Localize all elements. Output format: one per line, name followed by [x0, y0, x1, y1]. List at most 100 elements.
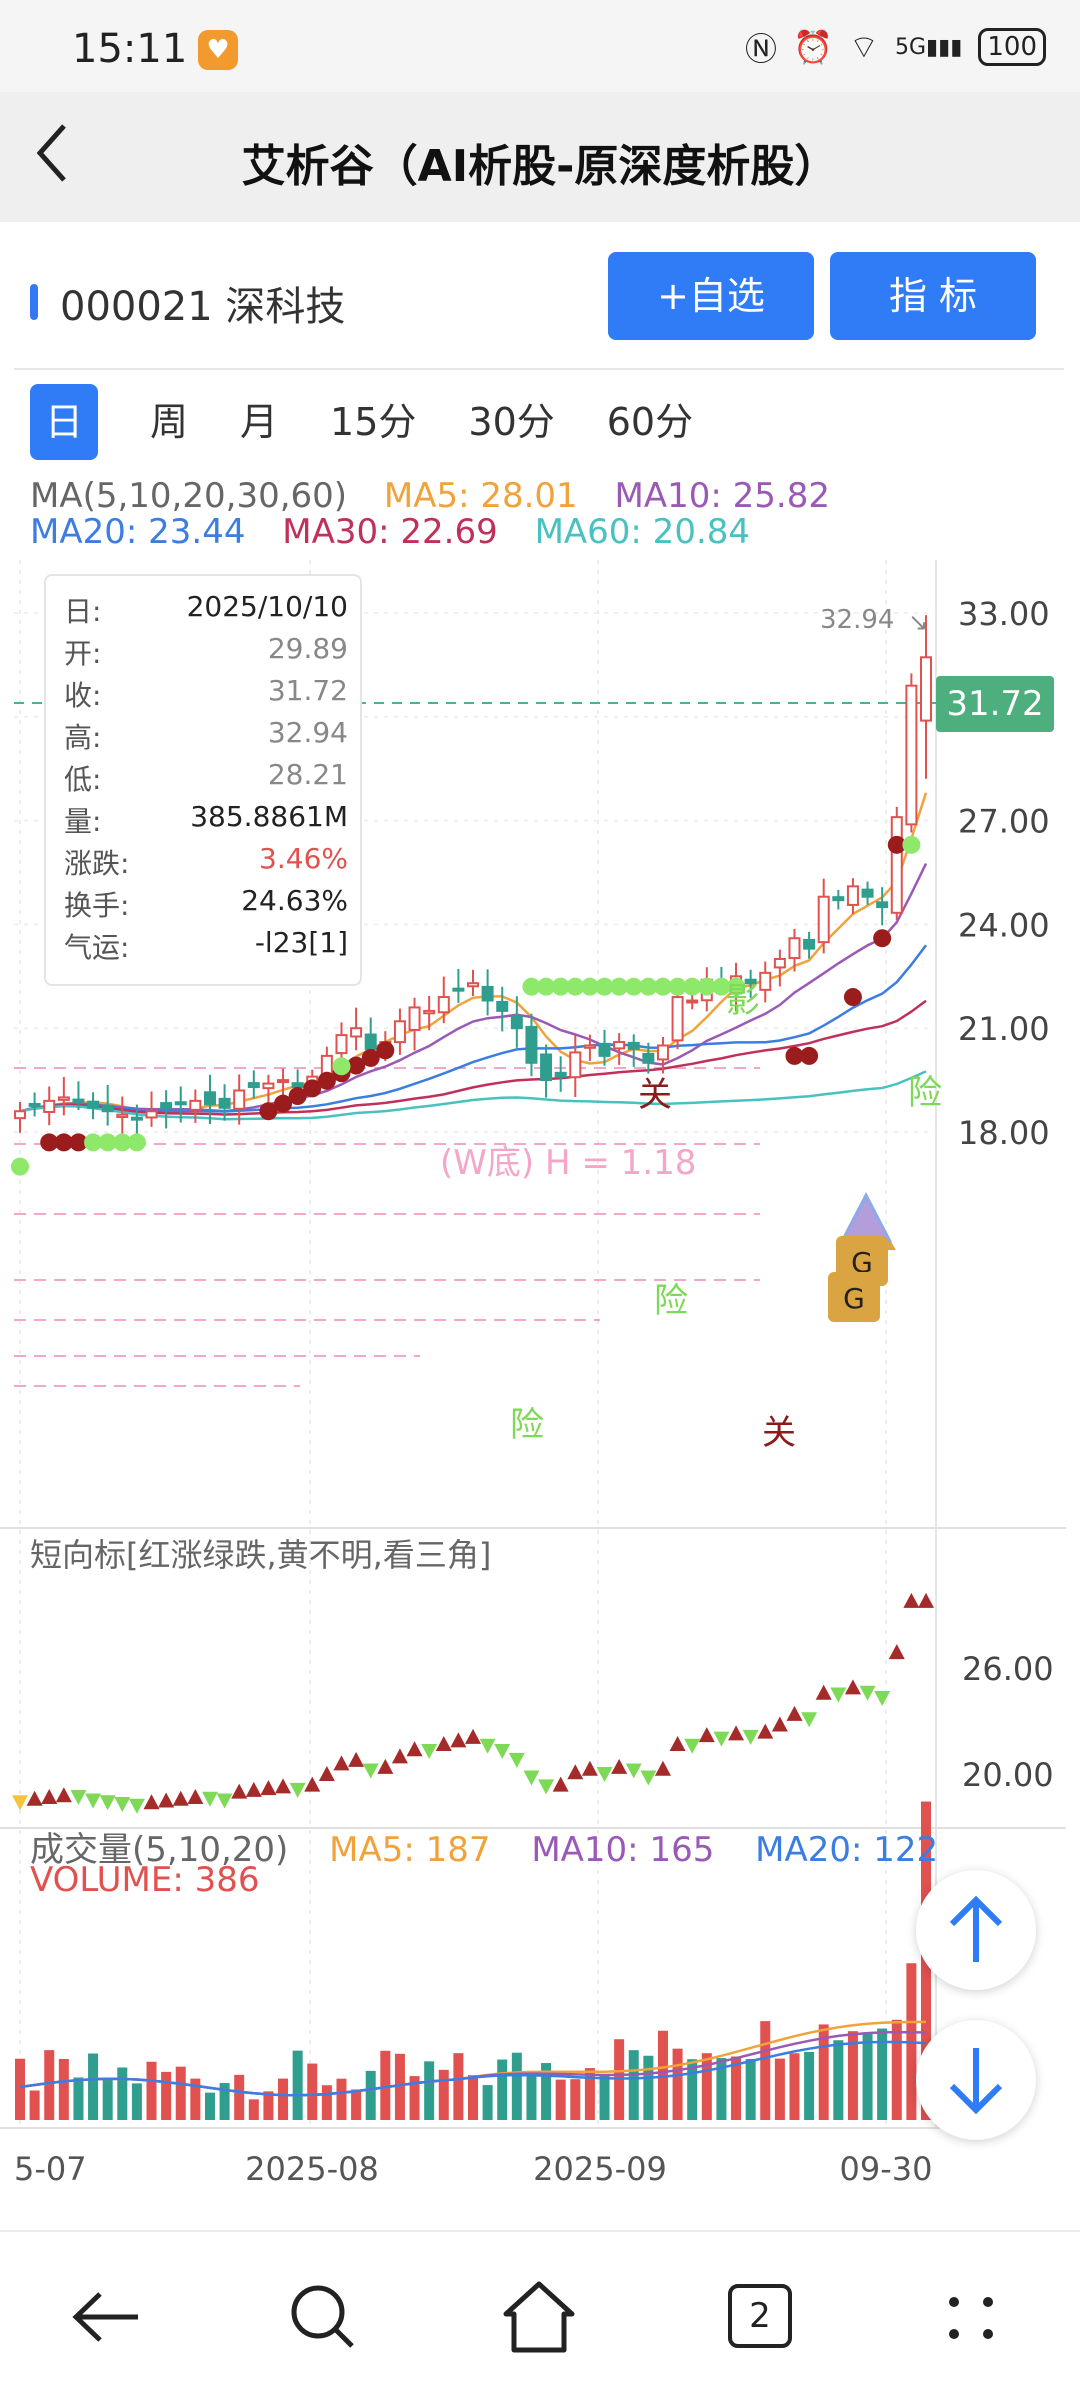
price-tick: 24.00 — [958, 906, 1050, 944]
trend-triangle-up — [304, 1776, 321, 1792]
xian-label: 险 — [654, 1281, 688, 1321]
title-bar: 艾析谷（AI析股-原深度析股） — [0, 92, 1080, 222]
info-row: 高: 32.94 — [64, 716, 348, 758]
info-key: 气运: — [64, 931, 130, 964]
candle-body — [364, 1033, 377, 1050]
trend-triangle-down — [713, 1731, 730, 1747]
trend-triangle-down — [874, 1691, 891, 1707]
ma-legend-label: MA(5,10,20,30,60) — [30, 476, 348, 516]
volume-bar — [555, 2079, 566, 2120]
status-icons: Ⓝ ⏰ ⌔ 5G▮▮▮ 100 — [745, 24, 1046, 70]
last-price-badge — [936, 676, 1054, 732]
info-value: 2025/10/10 — [186, 590, 348, 623]
tab-day[interactable]: 日 — [30, 384, 98, 460]
arrow-up-icon — [949, 1895, 1003, 1962]
trend-triangle-down — [859, 1685, 876, 1701]
volume-bar — [891, 2019, 902, 2120]
volume-bar — [789, 2053, 800, 2120]
status-time: 15:11 — [72, 26, 188, 72]
nav-back-button[interactable] — [62, 2272, 152, 2362]
trend-triangle-up — [187, 1788, 204, 1804]
trend-triangle-down — [684, 1738, 701, 1754]
nav-search-button[interactable] — [278, 2272, 368, 2362]
trend-triangle-up — [552, 1776, 569, 1792]
volume-bar — [774, 2058, 785, 2120]
volume-bar — [190, 2078, 201, 2120]
tab-60min[interactable]: 60分 — [606, 400, 694, 444]
indicator-button[interactable]: 指 标 — [830, 252, 1036, 340]
short-axis-label: 20.00 — [962, 1756, 1054, 1794]
divider — [14, 368, 1064, 370]
trend-triangle-up — [918, 1592, 934, 1608]
volume-bar — [570, 2079, 581, 2120]
info-value: 31.72 — [267, 674, 348, 707]
battery-icon: 100 — [978, 28, 1046, 66]
tab-week[interactable]: 周 — [150, 400, 189, 444]
trend-triangle-up — [55, 1787, 72, 1803]
candle-body — [773, 958, 786, 969]
volume-bar — [424, 2061, 435, 2120]
volume-bar — [541, 2063, 552, 2120]
info-key: 低: — [64, 763, 102, 796]
candle-body — [554, 1071, 567, 1078]
wifi-icon: ⌔ — [848, 28, 879, 66]
scroll-down-button[interactable] — [916, 2020, 1036, 2140]
nav-tabs-button[interactable]: 2 — [710, 2272, 800, 2362]
price-tick: 27.00 — [958, 803, 1050, 841]
volume-bar — [526, 2076, 537, 2120]
signal-dot — [551, 977, 570, 996]
ma5-value: MA5: 28.01 — [383, 476, 578, 516]
volume-bar — [511, 2052, 522, 2120]
candle-body — [920, 656, 932, 722]
candle-body — [437, 996, 450, 1014]
g-box — [828, 1272, 880, 1322]
trend-triangle-up — [245, 1781, 262, 1797]
g-markers: G G — [828, 1192, 896, 1322]
support-lines — [14, 1067, 760, 1387]
candle-body — [846, 885, 859, 906]
xian-label: 险 — [908, 1073, 942, 1113]
info-key: 涨跌: — [64, 847, 130, 880]
trend-triangle-down — [70, 1789, 87, 1805]
nav-menu-button[interactable] — [926, 2272, 1016, 2362]
trend-triangle-down — [625, 1763, 642, 1779]
nav-home-button[interactable] — [494, 2272, 584, 2362]
trend-triangle-up — [435, 1735, 452, 1751]
volume-bar — [745, 2059, 756, 2120]
volume-bar — [380, 2050, 391, 2120]
candle-body — [613, 1041, 626, 1050]
candle-body — [72, 1098, 85, 1103]
tab-month[interactable]: 月 — [240, 400, 279, 444]
tab-30min[interactable]: 30分 — [468, 400, 555, 444]
info-row: 收: 31.72 — [64, 674, 348, 716]
volume-bar — [73, 2077, 84, 2120]
signal-dot — [69, 1133, 88, 1152]
trend-triangle-up — [260, 1780, 277, 1796]
volume-bar — [760, 2021, 771, 2120]
back-arrow-icon[interactable] — [32, 118, 72, 204]
add-watchlist-button[interactable]: +自选 — [608, 252, 814, 340]
volume-legend: 成交量(5,10,20) MA5: 187 MA10: 165 MA20: 12… — [30, 1822, 968, 1871]
volume-bar — [321, 2085, 332, 2120]
stock-header: 000021 深科技 +自选 指 标 — [0, 222, 1080, 370]
volume-bar — [117, 2067, 128, 2120]
candle-body — [890, 816, 903, 914]
trend-triangle-down — [216, 1793, 233, 1809]
xian-label: 险 — [510, 1405, 544, 1445]
scroll-up-button[interactable] — [916, 1870, 1036, 1990]
info-value: 24.63% — [241, 884, 348, 917]
candle-body — [569, 1051, 582, 1079]
candle-body — [262, 1082, 275, 1090]
signal-dot — [127, 1133, 146, 1152]
nfc-icon: Ⓝ — [745, 30, 778, 68]
signal-dot — [873, 929, 892, 948]
volume-bar — [687, 2059, 698, 2120]
trend-triangle-down — [494, 1744, 511, 1760]
vol-ma10: MA10: 165 — [531, 1830, 715, 1870]
info-row: 开: 29.89 — [64, 632, 348, 674]
signal-markers — [11, 835, 921, 1176]
tab-15min[interactable]: 15分 — [330, 400, 417, 444]
candle-body — [247, 1082, 260, 1089]
